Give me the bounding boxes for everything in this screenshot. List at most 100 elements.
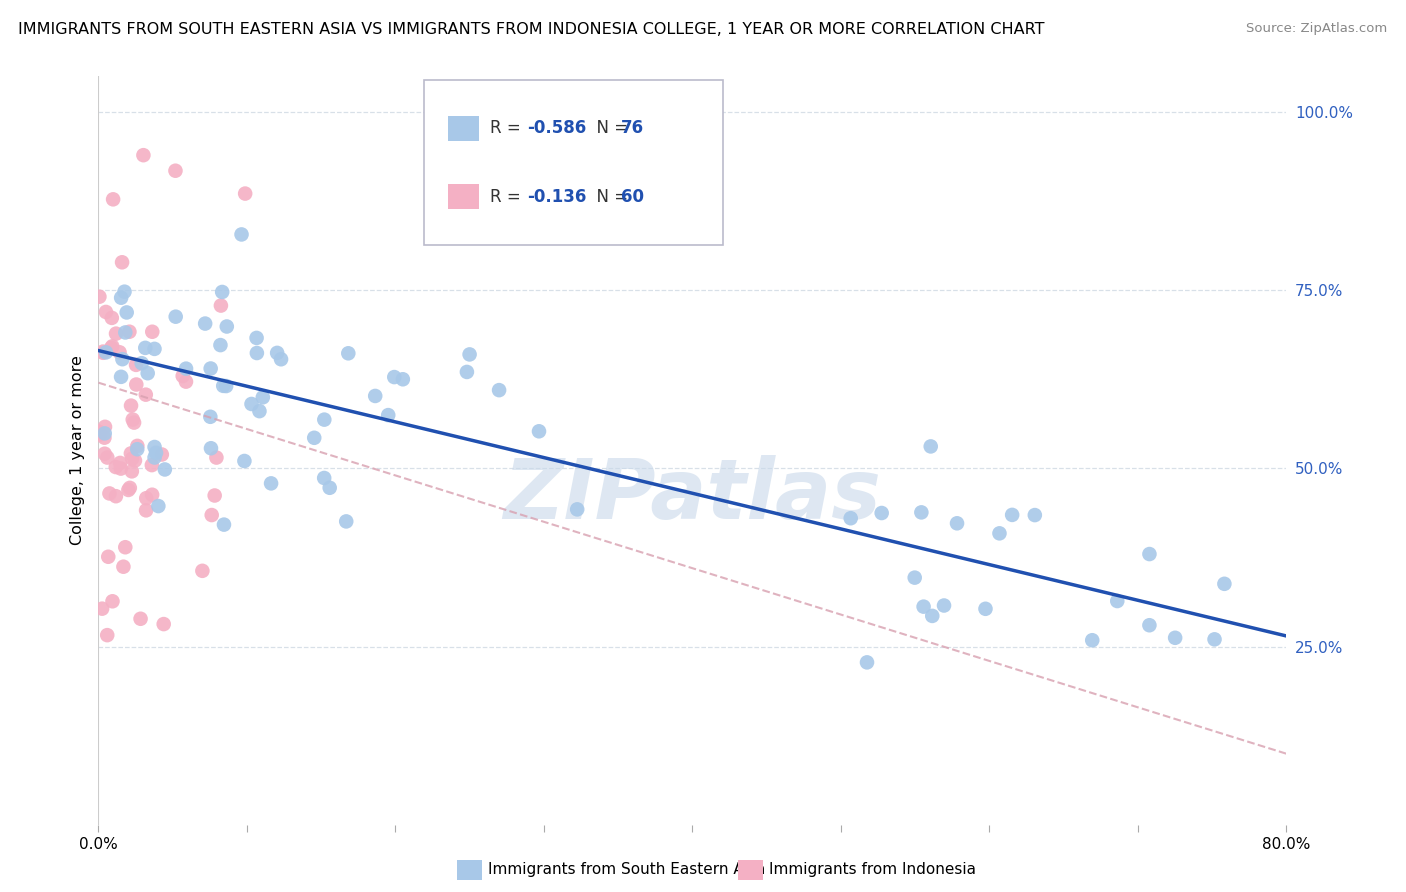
Point [97, 549, 120, 564]
Point [127, 439, 149, 453]
Text: Source: ZipAtlas.com: Source: ZipAtlas.com [1247, 22, 1388, 36]
Point [94, 345, 117, 359]
Point [150, 448, 173, 462]
Point [392, 372, 415, 386]
Point [200, 442, 222, 456]
Point [131, 356, 153, 370]
Point [1024, 508, 1046, 522]
Point [117, 483, 139, 497]
Point [108, 456, 131, 470]
Point [91, 345, 114, 359]
Point [121, 412, 143, 426]
Point [260, 476, 283, 491]
Point [125, 358, 148, 372]
Point [153, 462, 176, 476]
Point [233, 454, 256, 468]
Point [211, 285, 233, 299]
Point [174, 361, 197, 376]
Point [932, 599, 955, 613]
Point [101, 192, 124, 206]
Point [101, 310, 124, 325]
Point [121, 451, 143, 466]
Point [314, 412, 336, 426]
Point [141, 488, 163, 502]
Point [212, 517, 235, 532]
Point [93, 447, 115, 461]
Point [266, 346, 288, 360]
Point [249, 404, 271, 418]
Point [111, 255, 134, 269]
Point [904, 571, 927, 585]
Point [136, 366, 159, 380]
Point [143, 440, 166, 454]
Text: -0.586: -0.586 [527, 120, 586, 137]
Point [125, 377, 148, 392]
Point [567, 502, 589, 516]
Point [127, 442, 149, 457]
Point [910, 505, 932, 519]
Point [114, 326, 136, 340]
Point [205, 450, 228, 465]
Point [1164, 631, 1187, 645]
Text: Immigrants from Indonesia: Immigrants from Indonesia [769, 863, 976, 877]
Text: N =: N = [586, 120, 633, 137]
Point [120, 399, 142, 413]
Point [920, 439, 942, 453]
Point [204, 488, 226, 502]
Point [120, 446, 142, 460]
Point [122, 416, 145, 430]
Point [104, 460, 127, 475]
Point [101, 339, 124, 353]
Point [912, 599, 935, 614]
Point [456, 365, 478, 379]
Point [209, 299, 232, 313]
Point [112, 559, 135, 574]
Point [110, 369, 132, 384]
Point [246, 346, 269, 360]
Point [201, 508, 224, 522]
Point [233, 186, 256, 201]
Point [337, 346, 360, 360]
Point [108, 345, 131, 359]
Point [488, 383, 510, 397]
Point [152, 617, 174, 632]
Point [458, 347, 481, 361]
Point [101, 594, 124, 608]
Point [212, 379, 235, 393]
Text: 60: 60 [621, 187, 644, 206]
Point [148, 499, 170, 513]
Text: Immigrants from South Eastern Asia: Immigrants from South Eastern Asia [488, 863, 765, 877]
Point [1213, 577, 1236, 591]
Point [988, 526, 1011, 541]
Point [200, 361, 222, 376]
Point [114, 540, 136, 554]
Y-axis label: College, 1 year or more: College, 1 year or more [69, 356, 84, 545]
Text: -0.136: -0.136 [527, 187, 586, 206]
Text: R =: R = [491, 120, 526, 137]
Point [165, 163, 187, 178]
Point [870, 506, 893, 520]
Point [124, 453, 146, 467]
Point [1107, 594, 1129, 608]
Point [121, 464, 143, 478]
Point [91, 601, 114, 615]
Point [105, 326, 128, 341]
Point [135, 491, 157, 505]
Point [314, 471, 336, 485]
Point [89, 290, 111, 304]
Point [215, 379, 238, 393]
Point [209, 338, 232, 352]
Point [240, 397, 263, 411]
Point [200, 409, 222, 424]
Point [110, 291, 132, 305]
Point [1081, 633, 1104, 648]
Text: N =: N = [586, 187, 633, 206]
Point [96, 450, 118, 465]
Point [135, 387, 157, 401]
Point [1139, 547, 1161, 561]
Point [114, 285, 136, 299]
Point [141, 458, 163, 472]
Point [270, 352, 292, 367]
Point [191, 564, 214, 578]
Text: IMMIGRANTS FROM SOUTH EASTERN ASIA VS IMMIGRANTS FROM INDONESIA COLLEGE, 1 YEAR : IMMIGRANTS FROM SOUTH EASTERN ASIA VS IM… [18, 22, 1045, 37]
